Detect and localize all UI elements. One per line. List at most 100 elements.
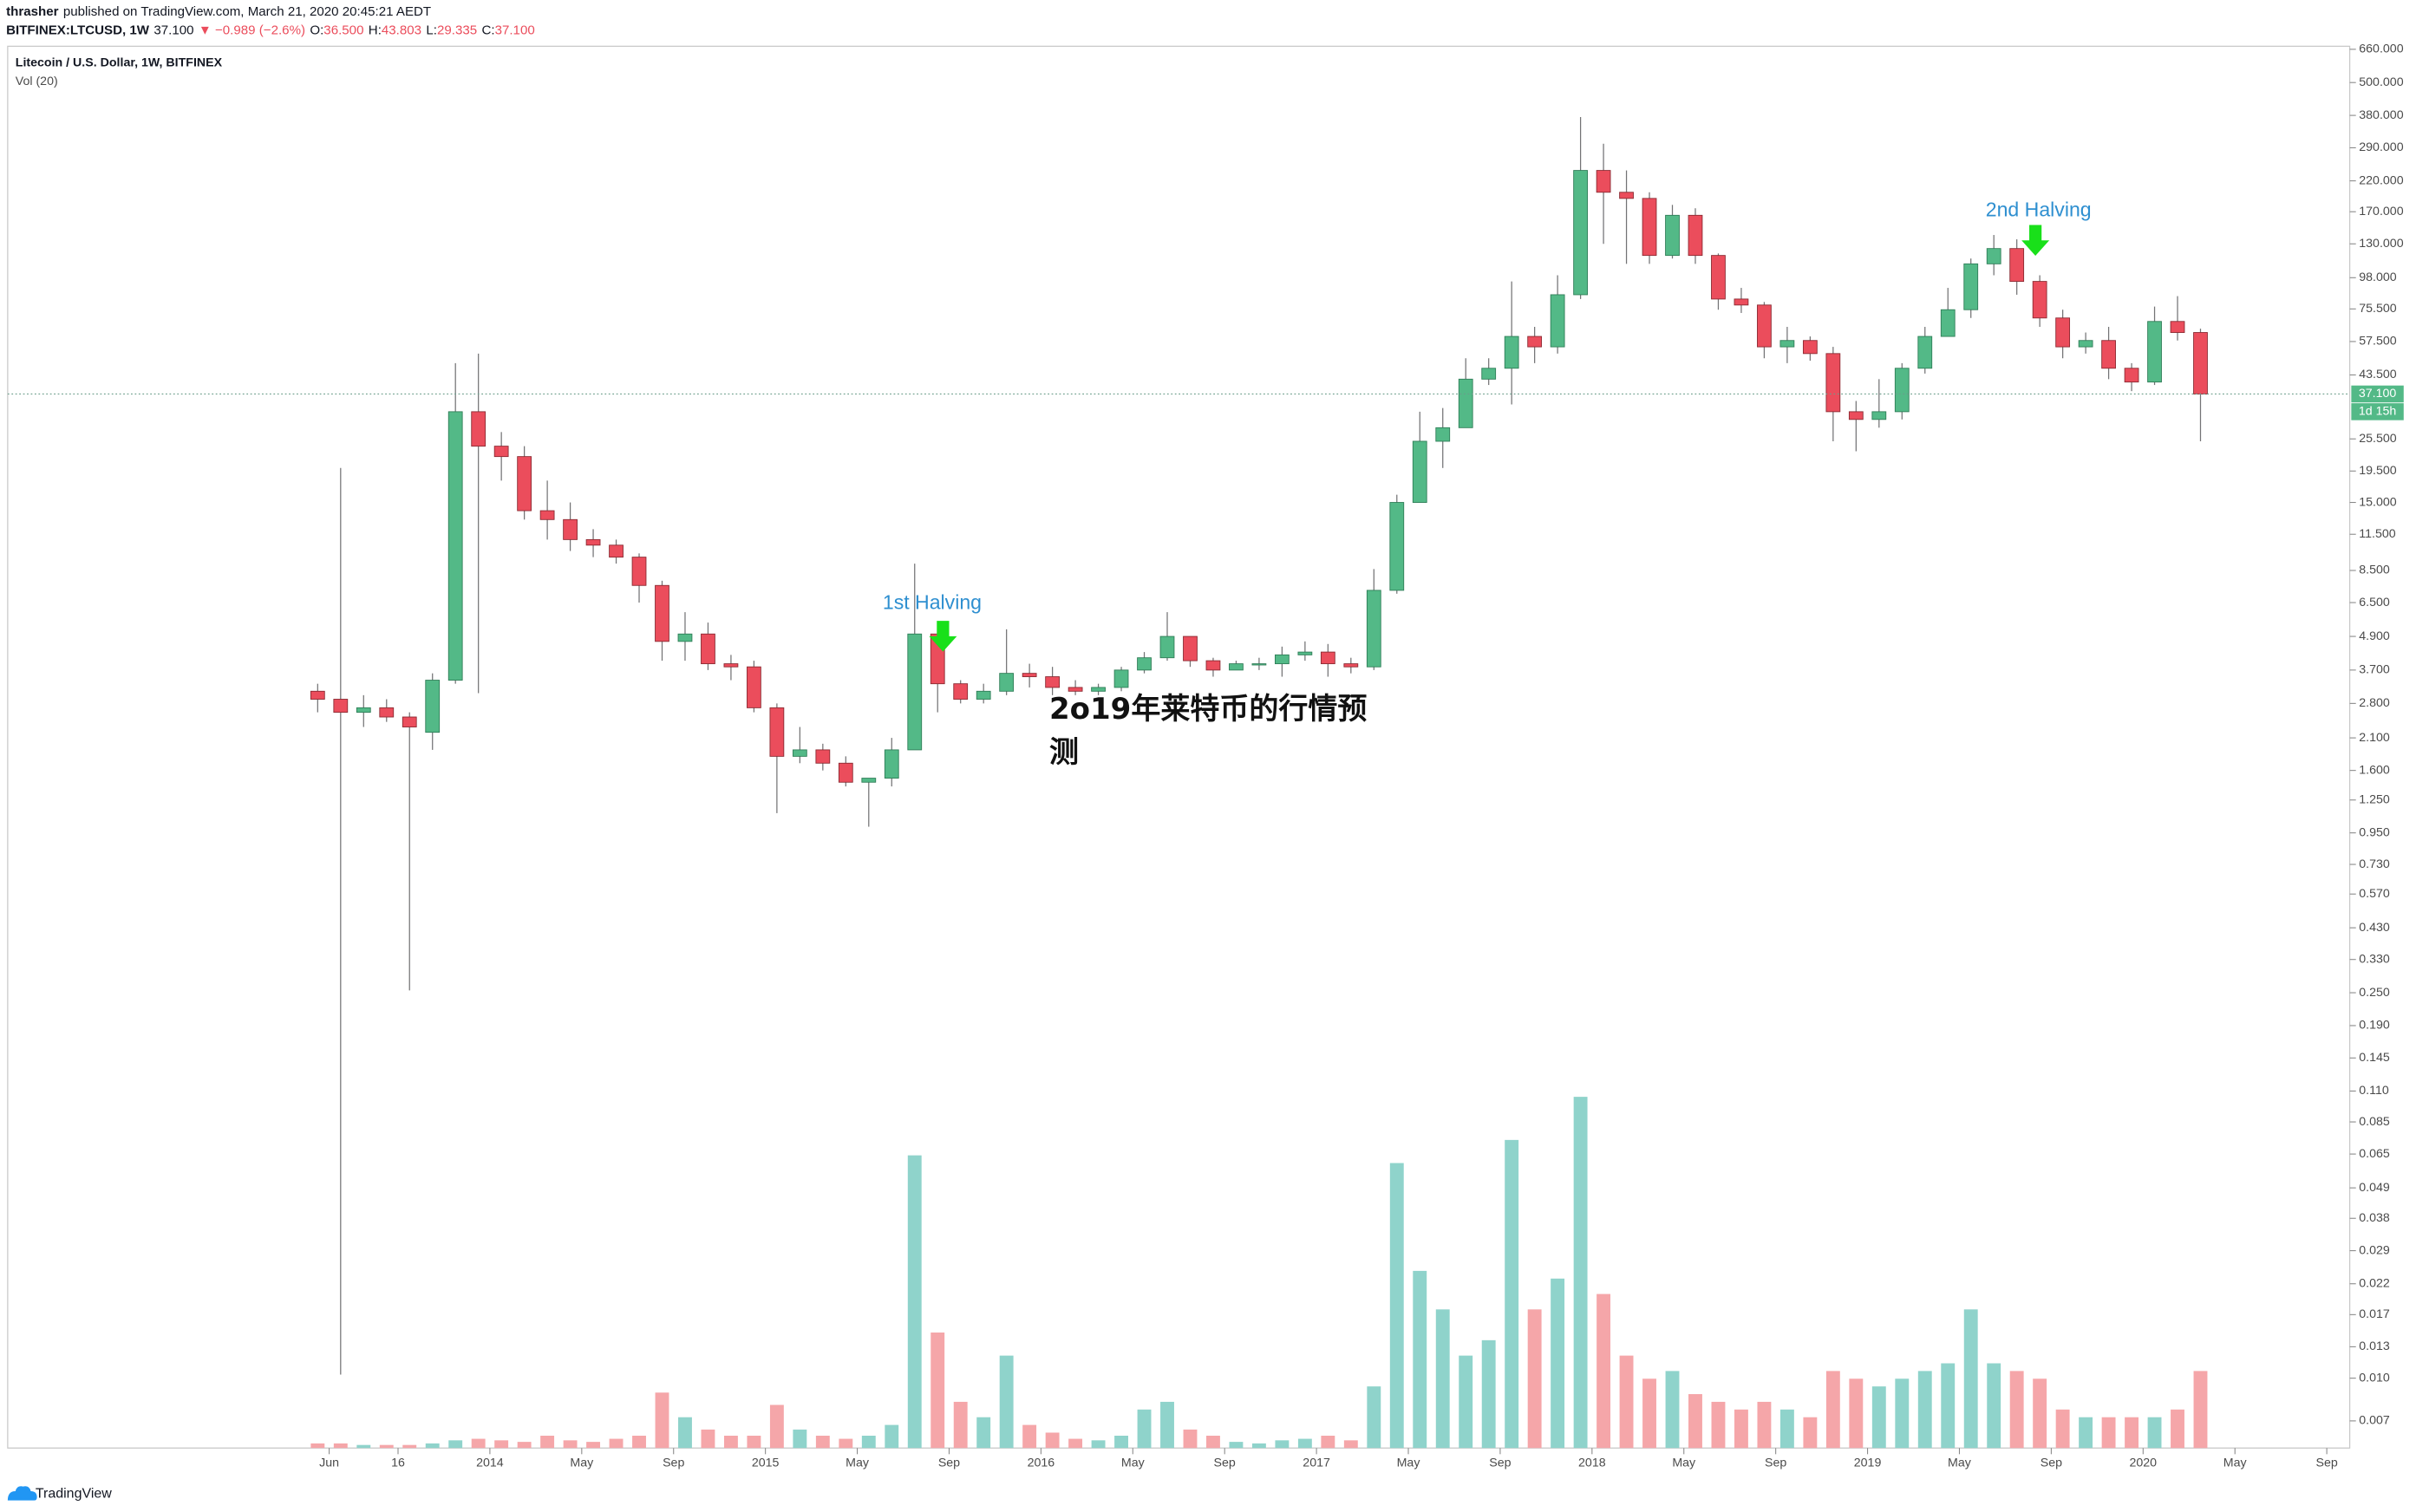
y-tick-label: 0.049 [2359, 1181, 2390, 1195]
y-tick-label: 15.000 [2359, 495, 2397, 509]
y-tick-label: 0.190 [2359, 1019, 2390, 1033]
volume-bar [2079, 1417, 2093, 1449]
candle-body [1045, 676, 1061, 688]
volume-bar [907, 1155, 922, 1449]
candle-body [1159, 635, 1175, 659]
y-tick-label: 0.570 [2359, 887, 2390, 901]
candle-body [1275, 654, 1290, 665]
plot-frame [7, 45, 2351, 1449]
candle-body [861, 778, 877, 783]
candle-body [2193, 332, 2208, 394]
y-tick-label: 130.000 [2359, 237, 2403, 251]
volume-bar [402, 1444, 417, 1449]
y-tick-label: 2.100 [2359, 731, 2390, 745]
candle-body [1343, 663, 1359, 668]
volume-bar [885, 1424, 899, 1449]
candle-body [609, 544, 624, 558]
candle-body [1091, 687, 1106, 692]
volume-bar [1045, 1432, 1060, 1449]
y-tick-label: 3.700 [2359, 663, 2390, 677]
legend-title: Litecoin / U.S. Dollar, 1W, BITFINEX [16, 56, 223, 70]
y-tick-label: 2.800 [2359, 696, 2390, 710]
y-tick-label: 8.500 [2359, 564, 2390, 577]
volume-bar [1642, 1378, 1656, 1449]
y-tick-label: 6.500 [2359, 596, 2390, 609]
candle-body [2032, 281, 2047, 319]
x-tick-label: 2018 [1578, 1457, 1606, 1470]
volume-bar [1183, 1429, 1198, 1449]
volume-bar [1481, 1339, 1496, 1449]
x-tick-label: May [570, 1457, 594, 1470]
volume-bar [2147, 1417, 2162, 1449]
candle-body [1825, 353, 1841, 413]
x-tick-label: May [1948, 1457, 1972, 1470]
candle-body [1366, 590, 1381, 668]
candle-body [425, 680, 441, 733]
candle-body [1504, 336, 1519, 369]
volume-bar [609, 1438, 624, 1449]
x-tick-label: 2020 [2129, 1457, 2157, 1470]
x-tick-label: 2016 [1028, 1457, 1055, 1470]
volume-bar [1343, 1440, 1358, 1449]
logo: TradingView [7, 1486, 112, 1502]
last: 37.100 [153, 23, 193, 38]
overlay-text: 2o19年莱特币的行情预测 [1049, 692, 1368, 770]
volume-bar [655, 1392, 669, 1449]
volume-bar [310, 1443, 325, 1449]
y-tick-label: 0.730 [2359, 857, 2390, 871]
volume-bar [563, 1440, 578, 1449]
volume-bar [2033, 1378, 2047, 1449]
x-tick-label: Sep [938, 1457, 960, 1470]
x-tick-label: 2014 [476, 1457, 504, 1470]
y-tick-label: 1.250 [2359, 793, 2390, 807]
x-tick-label: 2019 [1854, 1457, 1882, 1470]
candle-body [402, 716, 417, 727]
x-tick-label: May [1397, 1457, 1421, 1470]
candle-body [1550, 294, 1565, 348]
candle-body [631, 557, 647, 586]
volume-bar [632, 1436, 646, 1449]
annotation: 1st Halving [883, 591, 982, 614]
candle-body [677, 633, 693, 642]
x-tick-label: 16 [391, 1457, 405, 1470]
volume-bar [1757, 1401, 1772, 1449]
candle-body [1320, 651, 1335, 665]
candle-body [1205, 660, 1221, 671]
candle-body [447, 411, 463, 681]
volume-bar [1367, 1386, 1381, 1449]
candle-body [1779, 340, 1795, 348]
volume-bar [1573, 1097, 1588, 1449]
logo-text: TradingView [36, 1487, 112, 1502]
x-tick-label: May [1672, 1457, 1696, 1470]
volume-bar [1459, 1355, 1473, 1449]
ohlc-value: 29.335 [437, 23, 477, 38]
y-tick-label: 170.000 [2359, 205, 2403, 218]
volume-bar [1229, 1442, 1244, 1449]
candle-body [999, 673, 1015, 692]
volume-bar [1734, 1409, 1748, 1449]
candle-body [1527, 336, 1543, 348]
candle-body [471, 411, 486, 447]
ohlc-label: C: [481, 23, 494, 38]
countdown-label: 1d 15h [2359, 405, 2396, 419]
volume-bar [1665, 1371, 1680, 1449]
volume-bar [1551, 1278, 1565, 1449]
x-tick-label: May [846, 1457, 870, 1470]
candle-body [2055, 317, 2071, 348]
candle-body [2170, 321, 2185, 333]
volume-bar [2171, 1409, 2184, 1449]
publish-line: thrasher published on TradingView.com, Ma… [6, 4, 431, 19]
volume-bar [1963, 1309, 1978, 1449]
ohlc-label: O: [310, 23, 323, 38]
x-tick-label: 2017 [1303, 1457, 1330, 1470]
y-tick-label: 0.029 [2359, 1243, 2390, 1257]
volume-bar [356, 1444, 371, 1449]
candle-body [1734, 298, 1749, 306]
y-tick-label: 660.000 [2359, 42, 2403, 56]
volume-bar [1114, 1436, 1128, 1449]
volume-bar [2193, 1371, 2208, 1449]
x-tick-label: Sep [2041, 1457, 2062, 1470]
header: thrasher published on TradingView.com, Ma… [6, 4, 535, 37]
volume-bar [1505, 1139, 1519, 1449]
